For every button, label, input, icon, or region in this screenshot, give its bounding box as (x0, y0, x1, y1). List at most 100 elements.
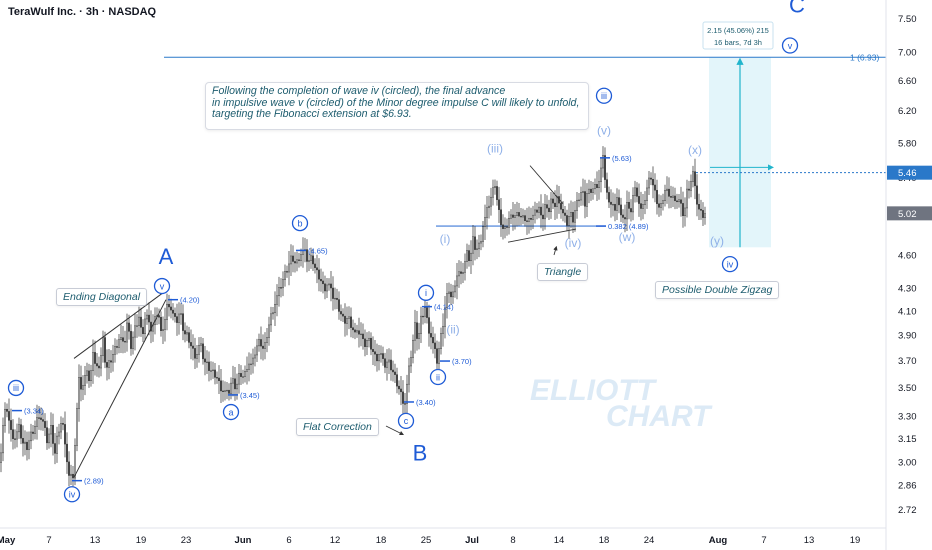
candle-body (570, 212, 572, 217)
price-tick-label: 6.20 (898, 106, 917, 117)
projection-change-text: 2.15 (45.06%) 215 (707, 26, 769, 35)
candle-body (362, 333, 364, 340)
candle-body (218, 377, 220, 382)
candle-body (436, 348, 438, 364)
candle-body (448, 291, 450, 294)
projection-duration-text: 16 bars, 7d 3h (714, 38, 762, 47)
candle-body (294, 261, 296, 264)
candle-body (394, 371, 396, 375)
candle-body (42, 419, 44, 422)
candle-body (450, 291, 452, 298)
price-mark-label: 0.382 (4.89) (608, 222, 649, 231)
candle-body (602, 155, 604, 169)
candle-body (266, 337, 268, 343)
candle-body (366, 340, 368, 347)
candle-body (184, 330, 186, 335)
candle-body (638, 196, 640, 204)
candle-body (618, 197, 620, 206)
candle-body (114, 346, 116, 355)
candle-body (228, 389, 230, 394)
candle-body (668, 188, 670, 197)
wave-circle-label: b (297, 218, 302, 228)
candle-body (176, 316, 178, 323)
time-tick-label: 18 (599, 535, 610, 546)
price-tick-label: 4.10 (898, 306, 917, 317)
candle-body (240, 373, 242, 377)
candle-body (268, 324, 270, 338)
time-tick-label: Jul (465, 535, 479, 546)
candle-body (468, 250, 470, 262)
candle-body (390, 359, 392, 371)
candle-body (652, 179, 654, 186)
candle-body (310, 255, 312, 261)
candle-body (704, 213, 706, 218)
wave-circle (781, 37, 799, 54)
candle-body (416, 322, 418, 339)
candle-body (446, 293, 448, 309)
candle-body (678, 199, 680, 203)
candle-body (270, 313, 272, 326)
candle-body (336, 297, 338, 300)
candle-body (352, 327, 354, 331)
candle-body (158, 315, 160, 318)
candle-body (616, 197, 618, 211)
candle-body (148, 314, 150, 323)
candle-body (508, 218, 510, 228)
watermark-line-2: CHART (606, 400, 713, 433)
candle-body (596, 184, 598, 188)
candle-body (226, 389, 228, 392)
candle-body (354, 329, 356, 333)
candle-body (256, 345, 258, 356)
candle-body (586, 193, 588, 207)
candle-body (562, 209, 564, 214)
time-tick-label: May (0, 535, 16, 546)
candle-body (464, 261, 466, 273)
price-mark-label: (4.14) (434, 303, 454, 312)
candle-body (494, 186, 496, 188)
candle-body (460, 271, 462, 274)
wave-label: (v) (597, 123, 611, 137)
time-tick-label: 19 (850, 535, 861, 546)
candle-body (58, 431, 60, 437)
candle-body (384, 358, 386, 368)
candle-body (188, 332, 190, 343)
candle-body (128, 322, 130, 332)
candle-body (80, 377, 82, 390)
candle-body (4, 408, 6, 426)
candle-body (396, 374, 398, 387)
candle-body (470, 252, 472, 262)
candle-body (168, 303, 170, 308)
candle-body (400, 388, 402, 393)
candle-body (110, 360, 112, 363)
candle-body (688, 188, 690, 191)
candle-body (620, 204, 622, 216)
candle-body (132, 336, 134, 349)
candle-body (574, 210, 576, 223)
candle-body (0, 452, 2, 463)
candle-body (490, 196, 492, 207)
candle-body (322, 280, 324, 285)
candle-body (214, 369, 216, 378)
candle-body (172, 309, 174, 314)
candle-body (66, 443, 68, 463)
candle-body (518, 212, 520, 217)
candle-body (418, 333, 420, 339)
time-tick-label: 7 (761, 535, 766, 546)
candle-body (496, 186, 498, 200)
price-tick-label: 3.00 (898, 458, 917, 469)
price-mark-label: (3.34) (24, 407, 44, 416)
price-tick-label: 7.50 (898, 14, 917, 25)
candle-body (522, 215, 524, 218)
candle-body (54, 443, 56, 454)
candle-body (166, 303, 168, 320)
candle-body (438, 348, 440, 364)
triangle-lower-line (507, 228, 577, 243)
candle-body (614, 203, 616, 211)
candle-body (194, 348, 196, 359)
candle-body (472, 236, 474, 254)
wave-circle (721, 255, 739, 273)
candle-body (662, 200, 664, 204)
candle-body (222, 390, 224, 392)
candle-body (442, 326, 444, 334)
